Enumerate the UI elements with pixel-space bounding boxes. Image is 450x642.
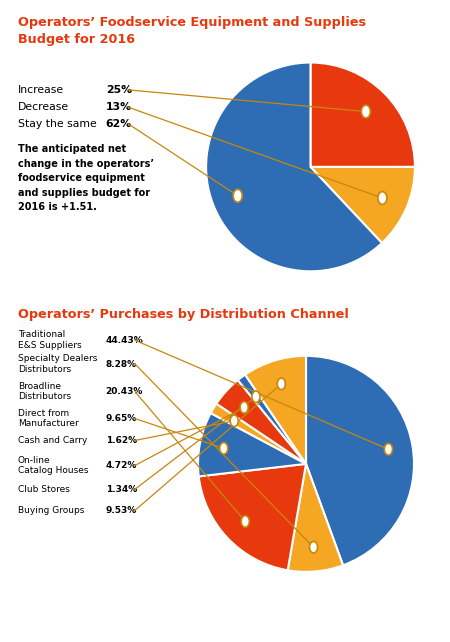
Wedge shape xyxy=(199,464,306,570)
Text: Traditional
E&S Suppliers: Traditional E&S Suppliers xyxy=(18,331,81,350)
Text: Buying Groups: Buying Groups xyxy=(18,506,85,515)
Text: 44.43%: 44.43% xyxy=(106,336,144,345)
Text: Specialty Dealers
Distributors: Specialty Dealers Distributors xyxy=(18,354,97,374)
Wedge shape xyxy=(245,356,306,464)
Text: 20.43%: 20.43% xyxy=(106,387,143,396)
Wedge shape xyxy=(211,404,306,464)
Text: Operators’ Foodservice Equipment and Supplies
Budget for 2016: Operators’ Foodservice Equipment and Sup… xyxy=(18,16,366,46)
Text: Decrease: Decrease xyxy=(18,102,69,112)
Wedge shape xyxy=(310,62,415,167)
Text: Cash and Carry: Cash and Carry xyxy=(18,436,87,445)
Text: Direct from
Manufacturer: Direct from Manufacturer xyxy=(18,409,79,428)
Text: 1.62%: 1.62% xyxy=(106,436,137,445)
Text: Broadline
Distributors: Broadline Distributors xyxy=(18,382,71,401)
Text: Stay the same: Stay the same xyxy=(18,119,97,129)
Wedge shape xyxy=(306,356,414,566)
Wedge shape xyxy=(216,380,306,464)
Wedge shape xyxy=(206,62,382,272)
Text: 8.28%: 8.28% xyxy=(106,360,137,369)
Wedge shape xyxy=(310,167,415,243)
Text: 13%: 13% xyxy=(106,102,132,112)
Text: 62%: 62% xyxy=(106,119,132,129)
Text: Operators’ Purchases by Distribution Channel: Operators’ Purchases by Distribution Cha… xyxy=(18,308,349,321)
Text: Increase: Increase xyxy=(18,85,64,95)
Text: 9.65%: 9.65% xyxy=(106,414,137,423)
Text: 25%: 25% xyxy=(106,85,132,95)
Wedge shape xyxy=(288,464,343,572)
Text: 1.34%: 1.34% xyxy=(106,485,137,494)
Wedge shape xyxy=(238,375,306,464)
Text: 9.53%: 9.53% xyxy=(106,506,137,515)
Text: On-line
Catalog Houses: On-line Catalog Houses xyxy=(18,456,89,475)
Wedge shape xyxy=(198,413,306,476)
Text: 4.72%: 4.72% xyxy=(106,461,137,470)
Text: The anticipated net
change in the operators’
foodservice equipment
and supplies : The anticipated net change in the operat… xyxy=(18,144,154,212)
Text: Club Stores: Club Stores xyxy=(18,485,70,494)
